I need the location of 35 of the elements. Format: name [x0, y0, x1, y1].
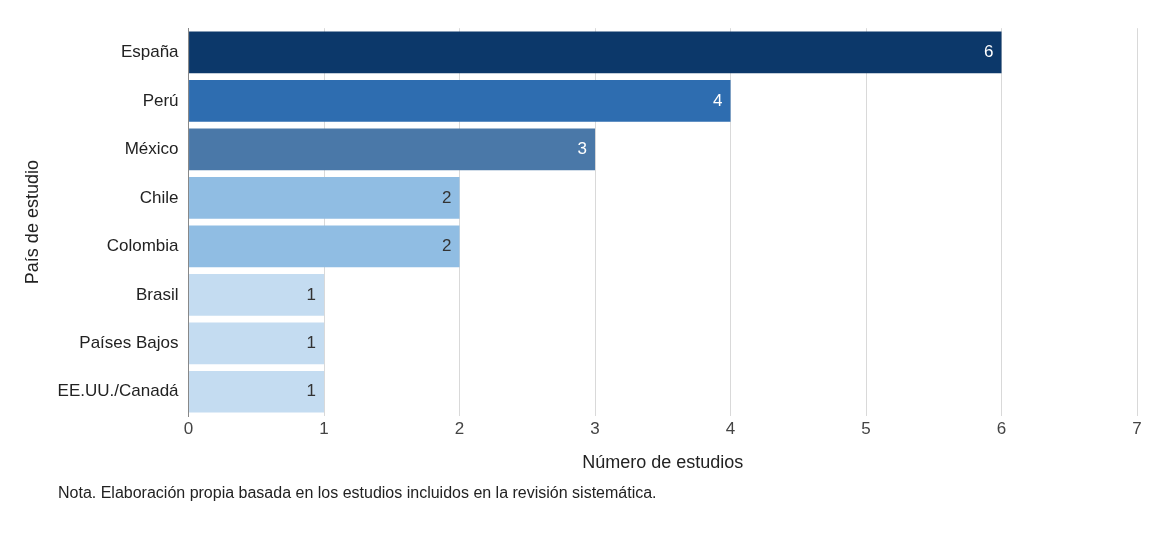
y-axis-title: País de estudio: [21, 160, 42, 285]
y-tick-label: Chile: [139, 187, 179, 207]
x-tick-label: 6: [996, 418, 1007, 438]
y-tick-label: Perú: [142, 90, 179, 110]
bar: [189, 128, 596, 171]
y-tick-label: Colombia: [106, 236, 180, 256]
x-tick-label: 0: [183, 418, 194, 438]
data-label: 2: [442, 187, 452, 207]
data-label: 6: [984, 42, 994, 62]
x-tick-label: 3: [590, 418, 600, 438]
x-tick-label: 5: [861, 418, 871, 438]
bar: [189, 31, 1002, 74]
data-label: 1: [306, 381, 317, 401]
data-label: 3: [577, 139, 588, 159]
x-tick-label: 2: [454, 418, 465, 438]
y-tick-label: España: [120, 42, 180, 62]
bar: [189, 177, 460, 219]
data-label: 1: [306, 284, 317, 304]
x-axis-title: Número de estudios: [582, 452, 744, 473]
bar: [189, 80, 731, 122]
bar: [189, 225, 460, 268]
bar: [189, 273, 325, 316]
y-tick-label: Países Bajos: [79, 332, 179, 352]
y-tick-label: EE.UU./Canadá: [57, 381, 180, 401]
x-tick-label: 7: [1132, 418, 1142, 438]
data-label: 4: [713, 90, 723, 110]
data-label: 2: [442, 236, 452, 256]
x-tick-label: 4: [725, 418, 736, 438]
text: Nota. Elaboración propia basada en los estudios incluidos en la revisión sistemática.: [58, 484, 658, 502]
y-tick-label: Brasil: [136, 284, 179, 304]
x-tick-label: 1: [319, 418, 329, 438]
data-label: 1: [306, 332, 317, 352]
bar: [189, 370, 325, 413]
y-tick-label: México: [124, 139, 179, 159]
bar: [189, 322, 325, 365]
